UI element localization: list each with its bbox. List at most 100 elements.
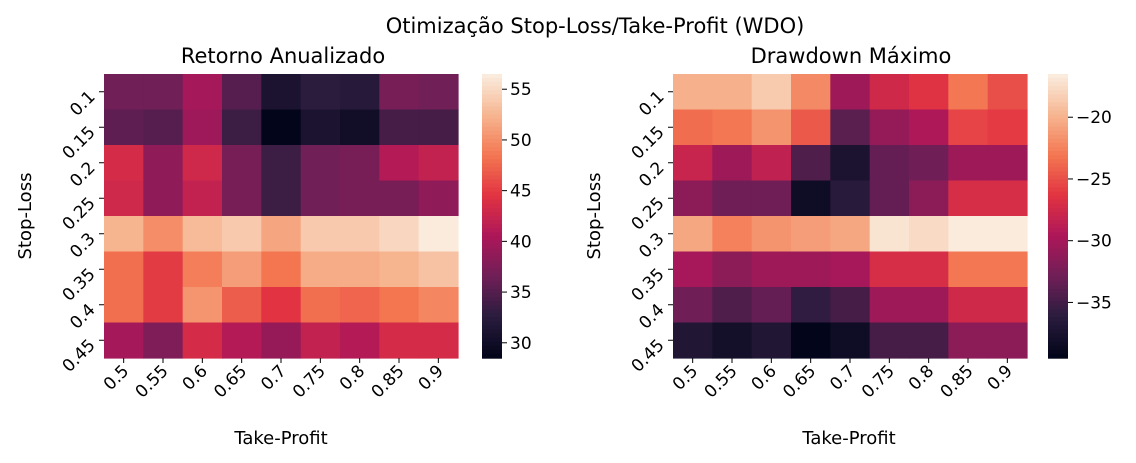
- colorbar-tick-label: 50: [510, 131, 532, 151]
- colorbar-strip: [1048, 329, 1068, 335]
- heatmap-cell: [987, 322, 1028, 359]
- colorbar-strip: [482, 195, 502, 201]
- heatmap-cell: [909, 180, 949, 217]
- colorbar-strip: [482, 284, 502, 290]
- heatmap-cell: [261, 74, 302, 111]
- colorbar-strip: [482, 289, 502, 294]
- heatmap-cell: [948, 251, 989, 288]
- heatmap-cell: [222, 251, 262, 288]
- heatmap-cell: [104, 145, 144, 182]
- heatmap-cell: [791, 180, 831, 217]
- colorbar-strip: [1048, 86, 1068, 91]
- y-axis-label: Stop-Loss: [15, 173, 36, 260]
- colorbar-strip: [1048, 94, 1068, 100]
- heatmap-cell: [948, 216, 989, 253]
- colorbar-strip: [1048, 98, 1068, 104]
- heatmap-cell: [222, 74, 262, 111]
- colorbar-strip: [1048, 216, 1068, 221]
- x-tick-label: 0.6: [748, 361, 781, 394]
- colorbar-strip: [482, 252, 502, 258]
- colorbar-strip: [482, 179, 502, 185]
- colorbar-tick-label: 55: [510, 80, 532, 100]
- heatmap-cell: [379, 322, 420, 359]
- heatmap-cell: [340, 109, 380, 146]
- colorbar-strip: [482, 102, 502, 108]
- panel-title: Drawdown Máximo: [751, 44, 952, 68]
- heatmap-cell: [182, 287, 223, 324]
- colorbar-strip: [482, 305, 502, 311]
- x-tick-labels: 0.50.55 0.60.65 0.70.75 0.80.85 0.9: [100, 358, 448, 402]
- colorbar-strip: [1048, 167, 1068, 173]
- heatmap-cell: [182, 74, 223, 111]
- colorbar-strip: [482, 122, 502, 128]
- colorbar-strip: [482, 264, 502, 270]
- colorbar-strip: [1048, 179, 1068, 185]
- colorbar-strip: [1048, 195, 1068, 201]
- colorbar-strip: [1048, 289, 1068, 294]
- colorbar-strip: [1048, 199, 1068, 205]
- heatmap-cell: [418, 287, 459, 324]
- colorbar-strip: [1048, 90, 1068, 95]
- colorbar-strip: [482, 353, 502, 359]
- colorbar-strip: [482, 349, 502, 355]
- colorbar-strip: [1048, 224, 1068, 229]
- heatmap-cell: [712, 145, 753, 182]
- heatmap-cell: [869, 251, 910, 288]
- colorbar-strip: [482, 244, 502, 250]
- heatmap-cell: [300, 216, 341, 253]
- colorbar-ticks: −20 −25 −30 −35: [1068, 108, 1112, 313]
- heatmap-cell: [909, 287, 949, 324]
- heatmap-cell: [751, 251, 792, 288]
- heatmap-cell: [340, 287, 380, 324]
- colorbar-strip: [1048, 220, 1068, 225]
- heatmap-cell: [869, 74, 910, 111]
- heatmap-cell: [791, 287, 831, 324]
- colorbar-strip: [482, 82, 502, 87]
- heatmap-cell: [143, 216, 184, 253]
- heatmap-cell: [751, 287, 792, 324]
- colorbar-strip: [482, 78, 502, 83]
- colorbar-strip: [482, 171, 502, 177]
- heatmap-cells: [104, 74, 459, 359]
- colorbar-strip: [1048, 301, 1068, 306]
- colorbar-strip: [482, 297, 502, 302]
- colorbar-strip: [482, 106, 502, 112]
- colorbar-strip: [1048, 280, 1068, 286]
- colorbar-strip: [1048, 333, 1068, 339]
- heatmap-cell: [987, 74, 1028, 111]
- colorbar-strip: [482, 333, 502, 339]
- heatmap-cell: [300, 251, 341, 288]
- colorbar-strip: [1048, 309, 1068, 315]
- x-tick-label: 0.55: [132, 361, 173, 402]
- colorbar-strip: [482, 74, 502, 79]
- heatmap-cell: [948, 109, 989, 146]
- heatmap-cell: [222, 322, 262, 359]
- heatmap-cell: [830, 74, 871, 111]
- panel-title: Retorno Anualizado: [181, 44, 385, 68]
- x-tick-label: 0.75: [858, 361, 899, 402]
- x-tick-label: 0.5: [669, 361, 702, 394]
- colorbar-strip: [1048, 122, 1068, 128]
- colorbar-strip: [482, 98, 502, 104]
- heatmap-cell: [143, 145, 184, 182]
- heatmap-cell: [751, 180, 792, 217]
- x-tick-label: 0.55: [701, 361, 742, 402]
- heatmap-cell: [673, 109, 713, 146]
- heatmap-cell: [791, 322, 831, 359]
- colorbar-strip: [482, 321, 502, 327]
- heatmap-cell: [948, 287, 989, 324]
- colorbar-tick-label: 35: [510, 283, 532, 303]
- colorbar-strip: [482, 207, 502, 213]
- heatmap-cell: [182, 216, 223, 253]
- colorbar-strip: [482, 341, 502, 347]
- heatmap-cell: [791, 109, 831, 146]
- heatmap-panel-drawdown: Drawdown Máximo 0.50.55 0.60.65 0.70.75 0.8…: [584, 44, 1112, 449]
- heatmap-cell: [261, 251, 302, 288]
- heatmap-cell: [751, 74, 792, 111]
- colorbar-strip: [482, 301, 502, 306]
- heatmap-cell: [987, 109, 1028, 146]
- colorbar-strip: [1048, 175, 1068, 181]
- heatmap-cell: [418, 322, 459, 359]
- colorbar-strip: [482, 272, 502, 278]
- colorbar-strip: [1048, 337, 1068, 343]
